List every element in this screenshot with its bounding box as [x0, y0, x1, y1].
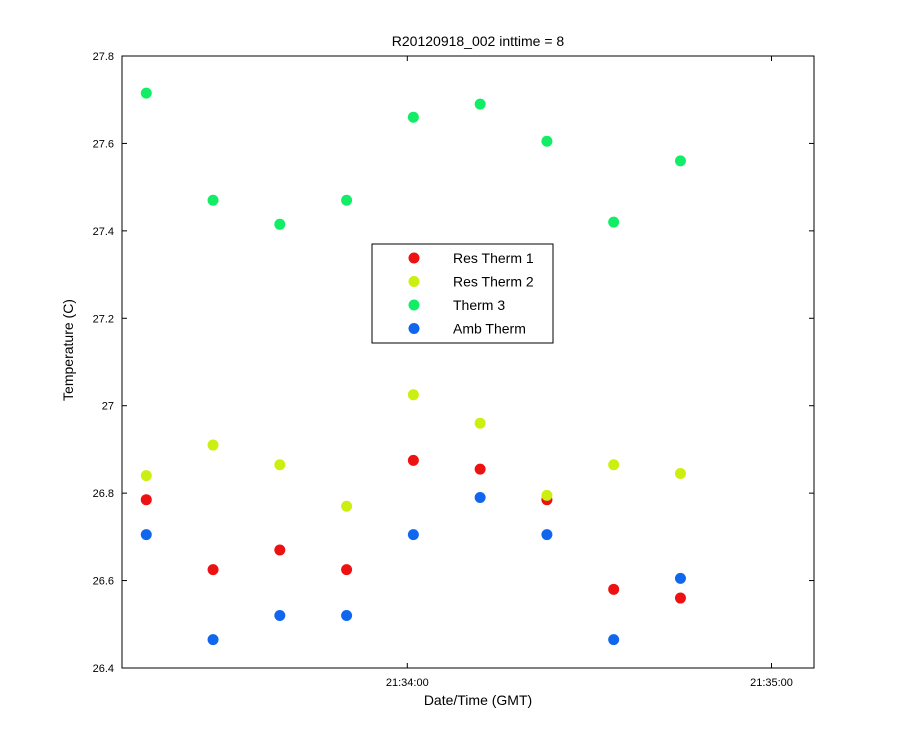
y-axis: 26.4 26.6 26.8 27 27.2 27.4 27.6 27.8 [93, 51, 814, 675]
plot-area [121, 55, 815, 669]
y-axis-title: Temperature (C) [60, 299, 76, 401]
legend-marker-therm-3 [408, 299, 420, 311]
point-therm-3 [541, 135, 553, 147]
point-therm-3 [474, 98, 486, 110]
point-res-therm-1 [407, 454, 419, 466]
y-tick-label: 27.8 [93, 51, 114, 63]
point-amb-therm [541, 529, 553, 541]
y-tick-label: 26.8 [93, 488, 114, 500]
point-amb-therm [140, 529, 152, 541]
y-tick-label: 26.4 [93, 663, 114, 675]
data-points [140, 87, 686, 646]
legend-marker-res-therm-2 [408, 276, 420, 287]
point-res-therm-2 [274, 459, 286, 471]
y-tick-label: 27 [102, 401, 114, 413]
legend-label-therm-3: Therm 3 [453, 297, 505, 313]
legend-box [371, 243, 554, 344]
point-res-therm-2 [341, 500, 353, 512]
point-res-therm-2 [140, 470, 152, 482]
point-res-therm-2 [674, 467, 686, 479]
legend-marker-res-therm-1 [408, 252, 420, 264]
x-axis-title: Date/Time (GMT) [424, 692, 532, 708]
y-tick-label: 27.2 [93, 313, 114, 325]
point-therm-3 [207, 194, 219, 206]
point-therm-3 [608, 216, 620, 228]
point-res-therm-2 [608, 459, 620, 471]
point-res-therm-2 [207, 439, 219, 451]
point-amb-therm [274, 610, 286, 622]
point-res-therm-1 [474, 463, 486, 475]
x-tick-label: 21:35:00 [750, 677, 793, 689]
y-tick-label: 27.6 [93, 138, 114, 150]
point-res-therm-1 [140, 494, 152, 506]
point-res-therm-2 [541, 489, 553, 501]
point-therm-3 [674, 155, 686, 167]
legend-label-res-therm-1: Res Therm 1 [453, 250, 534, 266]
point-amb-therm [207, 634, 219, 646]
point-res-therm-2 [474, 417, 486, 429]
point-amb-therm [474, 492, 486, 504]
y-tick-label: 26.6 [93, 576, 114, 588]
point-amb-therm [341, 610, 353, 622]
point-res-therm-1 [608, 583, 620, 595]
point-res-therm-1 [674, 592, 686, 604]
point-therm-3 [407, 111, 419, 123]
y-tick-label: 27.4 [93, 226, 114, 238]
chart-title: R20120918_002 inttime = 8 [392, 33, 565, 49]
point-therm-3 [140, 87, 152, 99]
point-res-therm-2 [407, 389, 419, 401]
legend: Res Therm 1 Res Therm 2 Therm 3 Amb Therm [371, 243, 554, 344]
point-res-therm-1 [274, 544, 286, 556]
point-amb-therm [407, 529, 419, 541]
point-res-therm-1 [341, 564, 353, 576]
point-therm-3 [341, 194, 353, 206]
x-axis: 21:34:00 21:35:00 [386, 56, 793, 689]
point-therm-3 [274, 218, 286, 230]
point-res-therm-1 [207, 564, 219, 576]
point-amb-therm [608, 634, 620, 646]
legend-label-res-therm-2: Res Therm 2 [453, 274, 534, 290]
legend-marker-amb-therm [408, 323, 420, 334]
x-tick-label: 21:34:00 [386, 677, 429, 689]
point-amb-therm [674, 572, 686, 584]
legend-label-amb-therm: Amb Therm [453, 321, 526, 337]
